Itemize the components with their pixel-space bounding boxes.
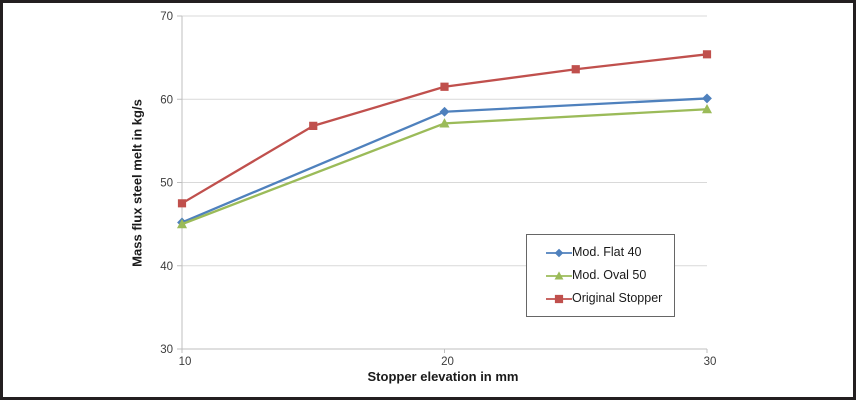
data-point-0-2 xyxy=(702,93,712,104)
y-tick-label-50: 50 xyxy=(160,178,173,190)
y-tick-label-40: 40 xyxy=(160,261,173,273)
legend-label: Original Stopper xyxy=(572,291,663,306)
series-line-2 xyxy=(180,53,709,205)
series-2 xyxy=(177,50,712,208)
legend-marker-shape xyxy=(554,294,564,303)
x-tick-label-30: 30 xyxy=(704,356,717,368)
legend-marker-shape xyxy=(554,248,564,257)
x-tick-label-10: 10 xyxy=(179,356,192,368)
data-point-2-0 xyxy=(177,199,187,208)
legend-label: Mod. Flat 40 xyxy=(572,245,642,260)
data-point-2-2 xyxy=(440,82,449,91)
y-axis-title: Mass flux steel melt in kg/s xyxy=(129,99,145,267)
data-point-1-1 xyxy=(439,118,450,128)
legend-marker-square-icon xyxy=(546,294,572,303)
legend-item-original-stopper: Original Stopper xyxy=(546,291,674,307)
legend-item-mod-flat-40: Mod. Flat 40 xyxy=(546,245,674,261)
data-point-2-1 xyxy=(309,121,318,130)
data-point-1-0 xyxy=(176,218,188,229)
legend-marker-triangle-icon xyxy=(546,270,572,280)
series-line-0 xyxy=(180,97,709,224)
y-tick-label-70: 70 xyxy=(160,11,173,23)
legend-label: Mod. Oval 50 xyxy=(572,268,647,283)
legend-marker-shape xyxy=(554,270,564,280)
x-tick-label-20: 20 xyxy=(441,356,454,368)
y-tick-label-60: 60 xyxy=(160,94,173,106)
chart-plot-area: 30 40 50 60 70 10 20 30 xyxy=(160,11,717,368)
legend-marker-diamond-icon xyxy=(546,248,572,257)
data-point-2-3 xyxy=(571,65,580,74)
series-1 xyxy=(176,103,713,229)
data-point-1-2 xyxy=(701,103,713,114)
x-axis-title: Stopper elevation in mm xyxy=(367,369,519,384)
legend-item-mod-oval-50: Mod. Oval 50 xyxy=(546,268,674,284)
legend: Mod. Flat 40 Mod. Oval 50 Original Stopp… xyxy=(526,234,675,317)
y-tick-label-30: 30 xyxy=(160,344,173,356)
data-point-2-4 xyxy=(702,50,712,59)
data-point-0-1 xyxy=(439,106,450,117)
